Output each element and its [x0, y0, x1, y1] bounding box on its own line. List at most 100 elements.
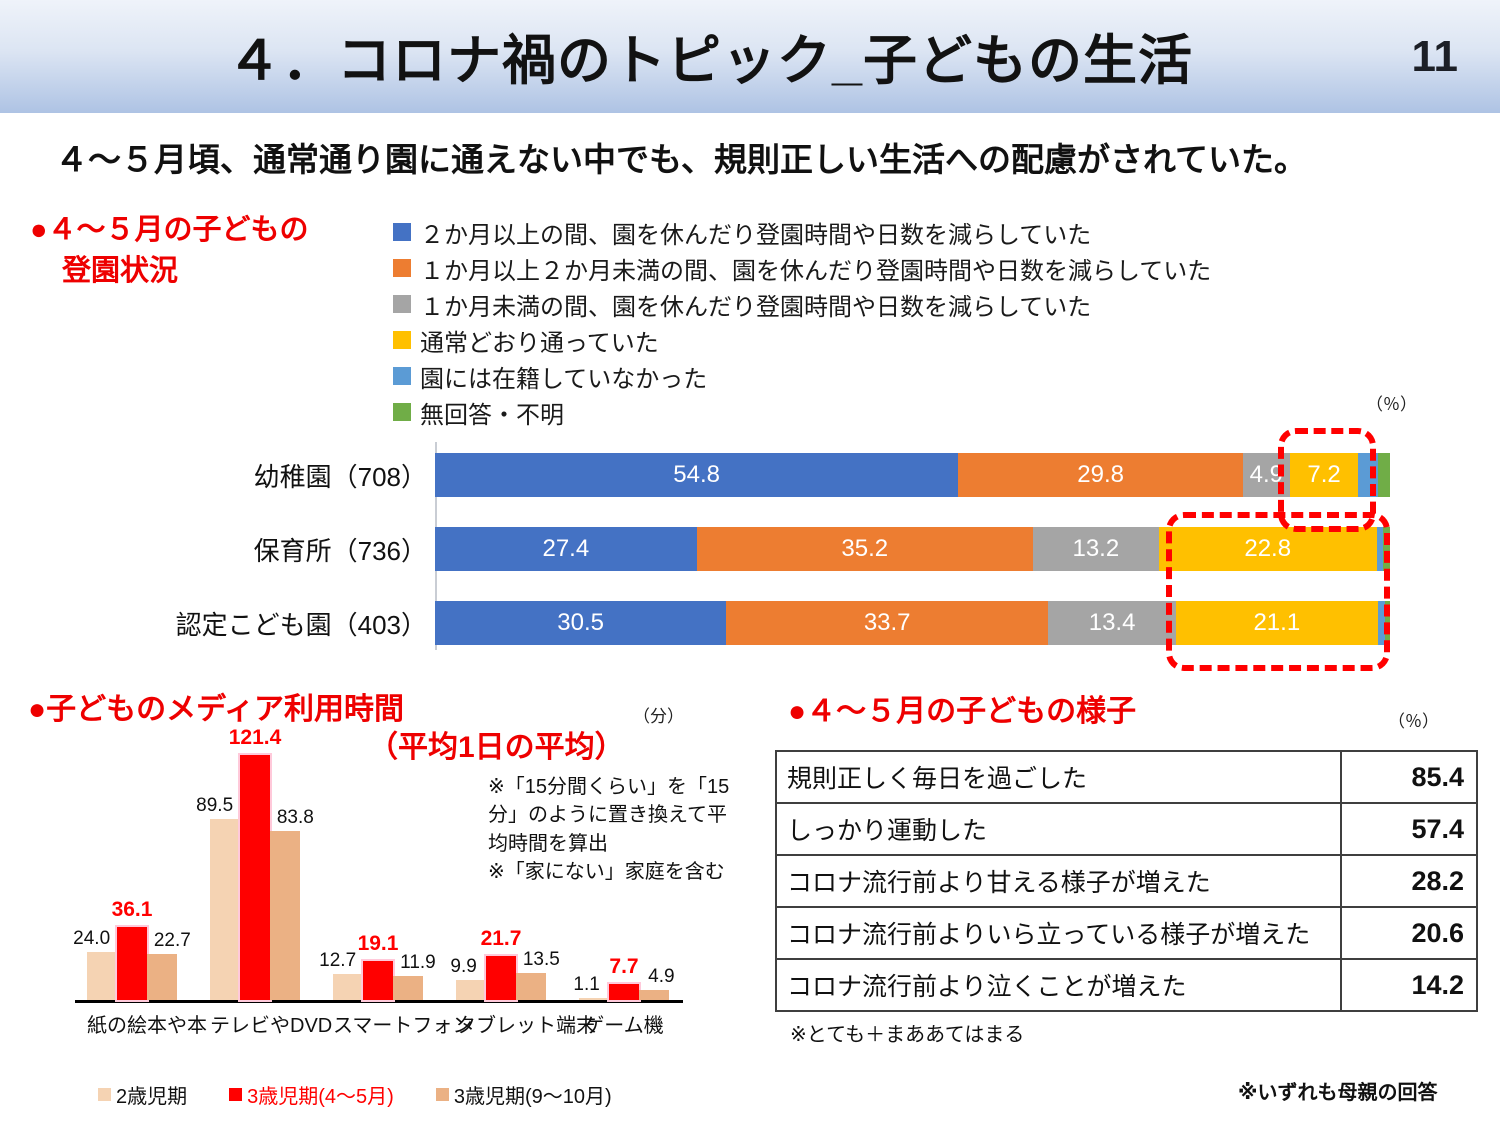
media-section-heading: ●子どものメディア利用時間: [28, 693, 405, 726]
media-bar: 7.7: [609, 955, 639, 1000]
table-row-label: しっかり運動した: [775, 802, 1342, 856]
bar-value-label: 12.7: [319, 950, 357, 972]
legend-label: 無回答・不明: [420, 401, 564, 429]
legend-label: 3歳児期(9～10月): [453, 1086, 612, 1108]
table-row: コロナ流行前より泣くことが増えた 14.2: [775, 958, 1478, 1012]
bar-row-label: 認定こども園（403）: [175, 609, 427, 640]
bar-segment: 21.1: [1176, 601, 1378, 645]
table-row-value: 20.6: [1340, 906, 1478, 960]
media-category-label: タブレット端末: [456, 1015, 596, 1037]
bar-value-label: 121.4: [228, 725, 282, 749]
stacked-bar: 54.8 29.8 4.9 7.2: [435, 453, 1390, 497]
media-bar: 12.7: [319, 950, 363, 1000]
footer-note: ※いずれも母親の回答: [1238, 1082, 1438, 1104]
stacked-bar: 30.5 33.7 13.4 21.1: [435, 601, 1390, 645]
table-row-value: 85.4: [1340, 750, 1478, 804]
media-bar-group: 12.7 19.1 11.9: [319, 932, 436, 1000]
attendance-chart-rows: 幼稚園（708） 54.8 29.8 4.9 7.2 保育所（736） 27.4 35.2 13…: [77, 438, 1407, 660]
bar-segment: 30.5: [435, 601, 727, 645]
legend-item: 園には在籍していなかった: [393, 358, 1211, 394]
media-bar: 121.4: [229, 726, 281, 1000]
media-bar: 4.9: [639, 966, 675, 1000]
media-bar-group: 9.9 21.7 13.5: [450, 927, 560, 1000]
bar-segment: 29.8: [958, 453, 1243, 497]
table-row-label: コロナ流行前より甘える様子が増えた: [775, 854, 1342, 908]
media-category-label: 紙の絵本や本: [87, 1015, 207, 1037]
attendance-legend: ２か月以上の間、園を休んだり登園時間や日数を減らしていた １か月以上２か月未満の間…: [393, 214, 1211, 430]
legend-item: ２か月以上の間、園を休んだり登園時間や日数を減らしていた: [393, 214, 1211, 250]
legend-item: 3歳児期(4～5月): [229, 1080, 394, 1109]
bar-segment: 35.2: [696, 527, 1033, 571]
media-category-label: ゲーム機: [584, 1015, 664, 1037]
bar-value-label: 21.7: [480, 927, 522, 951]
bar-value-label: 4.9: [648, 966, 675, 988]
media-grouped-bar-chart: 24.0 36.1 22.7 89.5 121.4 83.8 12.7 19.1 11.9 9.9…: [73, 726, 715, 1038]
media-note-1: ※「15分間くらい」を「15分」のように置き換えて平均時間を算出: [488, 776, 730, 855]
bar-value-label: 9.9: [450, 956, 477, 978]
table-row-label: 規則正しく毎日を過ごした: [775, 750, 1342, 804]
media-chart-category-labels: 紙の絵本や本 テレビやDVD スマートフォン タブレット端末 ゲーム機: [75, 1009, 715, 1038]
legend-swatch: [229, 1088, 243, 1101]
media-bar: 21.7: [481, 927, 521, 1000]
media-category-label: テレビやDVD: [210, 1015, 333, 1037]
slide-title: ４．コロナ禍のトピック_子どもの生活: [226, 31, 1194, 91]
media-unit-label: （分）: [633, 707, 684, 726]
legend-item: 通常どおり通っていた: [393, 322, 1211, 358]
bar-value-label: 11.9: [400, 951, 436, 973]
bar-row-label: 幼稚園（708）: [253, 461, 427, 492]
media-section-subheading: （平均1日の平均）: [368, 731, 625, 764]
table-row-label: コロナ流行前より泣くことが増えた: [775, 958, 1342, 1012]
table-row: コロナ流行前よりいら立っている様子が増えた 20.6: [775, 906, 1478, 960]
bar-value-label: 83.8: [276, 806, 314, 828]
bar-segment: 22.8: [1158, 527, 1377, 571]
legend-swatch: [393, 295, 411, 313]
slide-subtitle: ４～５月頃、通常通り園に通えない中でも、規則正しい生活への配慮がされていた。: [55, 141, 1308, 178]
media-legend: 2歳児期 3歳児期(4～5月) 3歳児期(9～10月): [98, 1080, 612, 1109]
attendance-heading-line1: ●４～５月の子どもの: [30, 214, 309, 246]
behavior-section-heading: ●４～５月の子どもの様子: [788, 695, 1137, 728]
legend-label: 通常どおり通っていた: [420, 329, 659, 357]
table-row: しっかり運動した 57.4: [775, 802, 1478, 856]
bar-value-label: 19.1: [357, 932, 399, 956]
behavior-unit-label: （％）: [1388, 712, 1439, 731]
media-bar-group: 24.0 36.1 22.7: [73, 898, 191, 1000]
media-bar: 36.1: [112, 898, 152, 1000]
media-chart-plot: 24.0 36.1 22.7 89.5 121.4 83.8 12.7 19.1 11.9 9.9…: [73, 726, 683, 1003]
legend-swatch: [435, 1088, 449, 1101]
bar-segment: 13.2: [1032, 527, 1159, 571]
media-bar: 83.8: [270, 807, 314, 1000]
media-bar: 89.5: [196, 795, 240, 1000]
bar-value-label: 36.1: [111, 898, 153, 922]
attendance-unit-label: （％）: [1366, 395, 1417, 414]
bar-segment: 27.4: [435, 527, 697, 571]
legend-item: １か月以上２か月未満の間、園を休んだり登園時間や日数を減らしていた: [393, 250, 1211, 286]
legend-item: 無回答・不明: [393, 394, 1211, 430]
legend-item: 2歳児期: [98, 1080, 187, 1109]
media-bar: 19.1: [358, 932, 398, 1000]
attendance-bar-row: 幼稚園（708） 54.8 29.8 4.9 7.2: [77, 438, 1407, 512]
behavior-note: ※とても＋まああてはまる: [790, 1024, 1025, 1046]
attendance-stacked-bar-chart: 幼稚園（708） 54.8 29.8 4.9 7.2 保育所（736） 27.4 35.2 13…: [77, 438, 1407, 660]
page-number: 11: [1411, 32, 1458, 81]
table-row: 規則正しく毎日を過ごした 85.4: [775, 750, 1478, 804]
bar-value-label: 89.5: [196, 795, 234, 817]
legend-swatch: [393, 367, 411, 385]
slide-header: ４．コロナ禍のトピック_子どもの生活 11: [0, 0, 1500, 113]
attendance-bar-row: 保育所（736） 27.4 35.2 13.2 22.8: [77, 512, 1407, 586]
bar-segment: [1376, 527, 1384, 571]
bar-segment: 33.7: [726, 601, 1049, 645]
bar-segment: [1377, 453, 1390, 497]
highlight-box-kindergarten-yellow: [1278, 428, 1376, 532]
legend-label: １か月未満の間、園を休んだり登園時間や日数を減らしていた: [420, 293, 1092, 321]
legend-label: ２か月以上の間、園を休んだり登園時間や日数を減らしていた: [420, 221, 1092, 249]
attendance-bar-row: 認定こども園（403） 30.5 33.7 13.4 21.1: [77, 586, 1407, 660]
table-row-value: 57.4: [1340, 802, 1478, 856]
media-bar: 22.7: [147, 930, 191, 1000]
media-bar-group: 1.1 7.7 4.9: [573, 955, 675, 1000]
media-bar: 1.1: [573, 974, 609, 1000]
behavior-table: 規則正しく毎日を過ごした 85.4 しっかり運動した 57.4 コロナ流行前より…: [775, 750, 1478, 1012]
bar-value-label: 1.1: [573, 973, 600, 995]
media-note-2: ※「家にない」家庭を含む: [488, 861, 725, 884]
bar-segment: 54.8: [435, 453, 959, 497]
table-row-value: 14.2: [1340, 958, 1478, 1012]
